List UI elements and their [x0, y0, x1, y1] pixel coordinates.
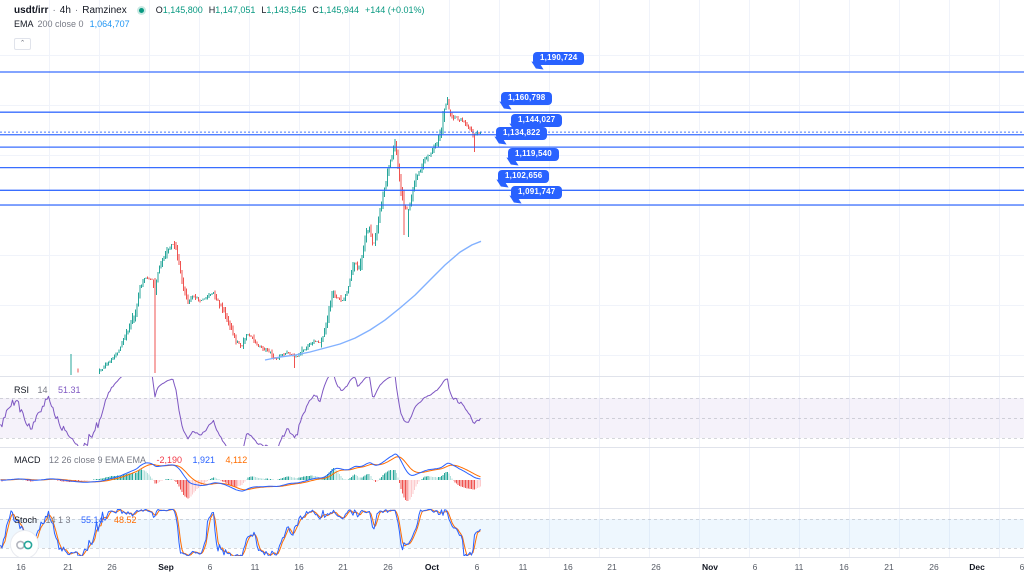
time-tick-label: 6 [752, 562, 758, 572]
time-tick-label: Sep [158, 562, 174, 572]
ema-params: 200 close 0 [37, 19, 84, 29]
time-tick-label: Oct [424, 562, 440, 572]
price-level-label[interactable]: 1,091,747 [511, 186, 563, 199]
price-level-label[interactable]: 1,144,027 [511, 114, 563, 127]
chevron-up-icon: ⌃ [19, 40, 26, 47]
rsi-legend[interactable]: RSI 14 51.31 [14, 380, 80, 398]
candles-layer [70, 97, 482, 375]
separator-dot: · [74, 4, 79, 16]
time-tick-label: 16 [294, 562, 304, 572]
time-tick-label: 11 [518, 562, 528, 572]
macd-line [0, 453, 481, 492]
price-level-label[interactable]: 1,102,656 [498, 170, 550, 183]
time-tick-label: 21 [63, 562, 73, 572]
ema-legend-row[interactable]: EMA 200 close 0 1,064,707 [14, 18, 425, 30]
time-tick-label: Dec [969, 562, 985, 572]
ohlc-close: C1,145,944 [312, 5, 359, 15]
time-axis[interactable]: 16 21 26 Sep 6 11 16 21 26 Oct 6 11 16 21 26 Nov 6 11 16 21… [0, 557, 1024, 576]
time-tick-label: 16 [839, 562, 849, 572]
macd-line-value: 1,921 [192, 455, 215, 465]
macd-signal-line [0, 456, 481, 491]
macd-name: MACD [14, 455, 41, 465]
market-status-icon[interactable] [136, 5, 146, 15]
time-tick-label: 26 [651, 562, 661, 572]
time-tick-label: 11 [250, 562, 260, 572]
collapse-legend-button[interactable]: ⌃ [14, 37, 31, 50]
ema-value: 1,064,707 [89, 19, 130, 29]
ema-name: EMA [14, 19, 34, 29]
ohlc-open: O1,145,800 [155, 5, 203, 15]
time-tick-label: 16 [16, 562, 26, 572]
stoch-legend[interactable]: Stoch 14 1 3 55.14 48.52 [14, 510, 136, 528]
time-tick-label: 21 [884, 562, 894, 572]
broker-logo-icon [10, 530, 39, 559]
symbol-row: usdt/irr · 4h · Ramzinex O1,145,800 H1,1… [14, 4, 425, 16]
macd-legend[interactable]: MACD 12 26 close 9 EMA EMA -2,190 1,921 … [14, 450, 247, 468]
exchange-label: Ramzinex [82, 4, 127, 16]
time-tick-label: 11 [794, 562, 804, 572]
stoch-k-value: 55.14 [80, 515, 104, 525]
macd-hist-value: -2,190 [156, 455, 182, 465]
rsi-line [0, 377, 481, 446]
price-change: +144 (+0.01%) [364, 5, 425, 15]
stoch-name: Stoch [14, 515, 38, 525]
time-tick-label: 26 [383, 562, 393, 572]
price-level-label[interactable]: 1,119,540 [508, 148, 559, 161]
indicator-bands-layer [0, 398, 1024, 549]
time-tick-label: 21 [607, 562, 617, 572]
time-tick-label: 16 [563, 562, 573, 572]
separator-dot: · [52, 4, 56, 16]
time-tick-label: 6 [1019, 562, 1024, 572]
ohlc-high: H1,147,051 [208, 5, 256, 15]
price-level-label[interactable]: 1,190,724 [533, 52, 585, 65]
stoch-params: 14 1 3 [45, 515, 71, 525]
stoch-k-line [0, 509, 481, 556]
symbol-name[interactable]: usdt/irr [14, 4, 49, 16]
chart-legend: usdt/irr · 4h · Ramzinex O1,145,800 H1,1… [14, 4, 425, 50]
macd-params: 12 26 close 9 EMA EMA [48, 455, 147, 465]
time-tick-label: 21 [338, 562, 348, 572]
rsi-params: 14 [37, 385, 48, 395]
rsi-value: 51.31 [57, 385, 81, 395]
ohlc-low: L1,143,545 [261, 5, 307, 15]
interval-label[interactable]: 4h [59, 4, 71, 16]
price-level-label[interactable]: 1,160,798 [501, 92, 553, 105]
time-tick-label: 6 [207, 562, 213, 572]
macd-signal-value: 4,112 [225, 455, 248, 465]
rsi-name: RSI [14, 385, 30, 395]
time-tick-label: Nov [701, 562, 719, 572]
time-tick-label: 6 [474, 562, 480, 572]
macd-histogram-layer [1, 468, 481, 501]
price-level-label[interactable]: 1,134,822 [496, 127, 548, 140]
time-tick-label: 26 [107, 562, 117, 572]
time-tick-label: 26 [929, 562, 939, 572]
grid-layer [0, 0, 1024, 557]
ema200-line [264, 240, 482, 361]
stoch-d-value: 48.52 [113, 515, 137, 525]
